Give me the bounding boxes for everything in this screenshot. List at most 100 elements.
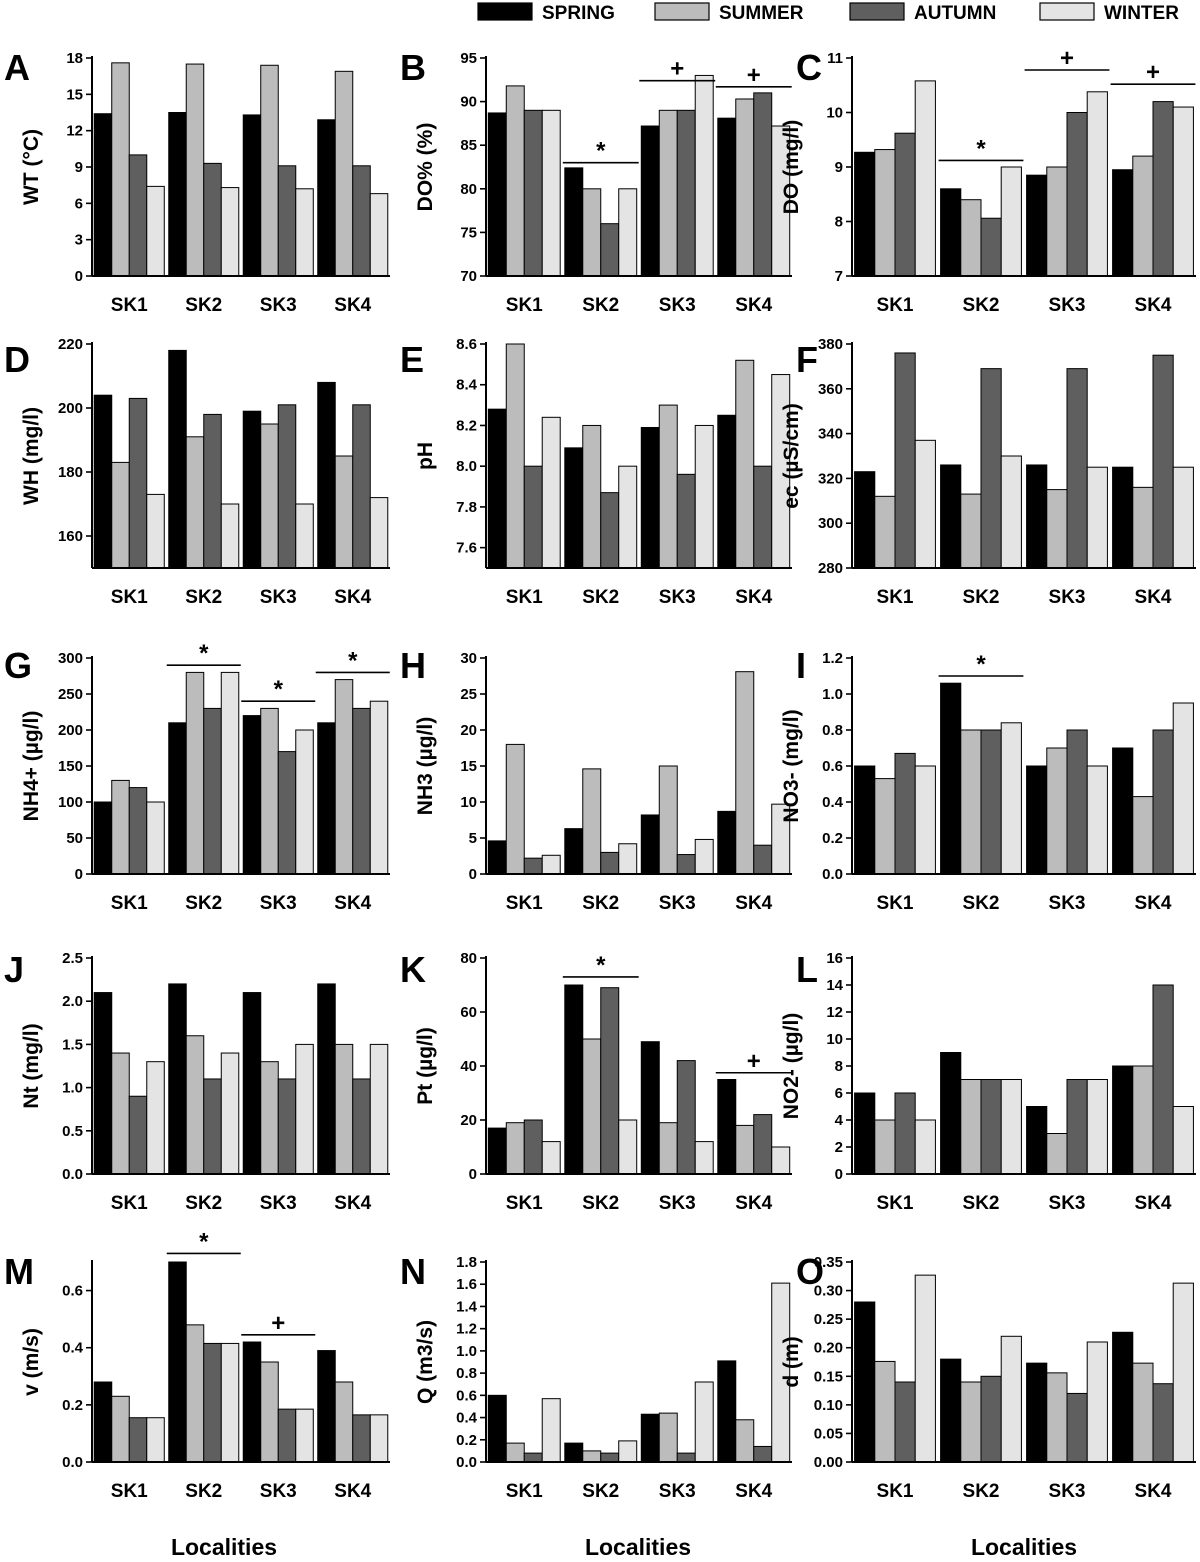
y-tick-label: 25 [460, 686, 477, 703]
bar-summer-sk3 [1046, 166, 1068, 277]
bar-winter-sk4 [1172, 1106, 1194, 1175]
bar-winter-sk3 [694, 74, 714, 277]
x-tick-label: SK1 [506, 295, 543, 316]
bar-winter-sk2 [1000, 1335, 1022, 1463]
bar-winter-sk1 [146, 1061, 165, 1175]
bar-autumn-sk1 [894, 1092, 916, 1175]
bar-spring-sk4 [717, 414, 737, 569]
bar-autumn-sk3 [277, 1408, 297, 1463]
x-tick-label: SK3 [659, 1481, 696, 1502]
y-tick-label: 0.6 [822, 758, 843, 775]
bar-summer-sk3 [260, 1361, 279, 1463]
y-axis-label: ec (µS/cm) [780, 403, 803, 508]
bar-winter-sk3 [295, 188, 314, 277]
bar-summer-sk2 [185, 436, 205, 569]
bar-winter-sk2 [1000, 722, 1022, 875]
legend-label: WINTER [1104, 3, 1179, 24]
x-tick-label: SK1 [111, 1193, 148, 1214]
bar-spring-sk1 [854, 765, 876, 875]
x-tick-label: SK4 [735, 1193, 772, 1214]
x-tick-label: SK3 [260, 893, 297, 914]
y-tick-label: 0.4 [62, 1340, 84, 1357]
bar-autumn-sk1 [523, 109, 543, 277]
bar-autumn-sk3 [1066, 368, 1088, 569]
bar-summer-sk1 [505, 743, 525, 875]
bar-autumn-sk3 [277, 751, 297, 875]
bar-summer-sk1 [874, 778, 896, 875]
y-tick-label: 90 [460, 94, 477, 111]
x-tick-label: SK1 [877, 587, 914, 608]
y-tick-label: 1.2 [822, 650, 843, 667]
bar-summer-sk4 [334, 1043, 354, 1175]
bar-autumn-sk3 [277, 165, 297, 277]
bar-autumn-sk3 [676, 854, 696, 875]
significance-mark: * [274, 676, 284, 703]
y-tick-label: 1.6 [456, 1276, 477, 1293]
bar-summer-sk1 [111, 62, 130, 277]
y-tick-label: 15 [460, 758, 477, 775]
y-tick-label: 12 [66, 123, 83, 140]
bar-spring-sk1 [854, 1301, 876, 1463]
bar-summer-sk2 [582, 188, 602, 277]
bar-spring-sk3 [242, 992, 262, 1175]
x-tick-label: SK1 [877, 893, 914, 914]
y-tick-label: 10 [826, 1031, 843, 1048]
bar-summer-sk1 [111, 461, 130, 569]
y-tick-label: 0.8 [456, 1365, 477, 1382]
bar-spring-sk2 [940, 464, 962, 569]
panel-letter: I [796, 645, 806, 686]
bar-spring-sk2 [940, 1052, 962, 1175]
bar-winter-sk4 [1172, 466, 1194, 569]
bar-spring-sk3 [242, 1341, 262, 1463]
significance-mark: + [747, 1048, 761, 1075]
bar-winter-sk1 [146, 493, 165, 569]
y-tick-label: 8 [835, 1058, 843, 1075]
bar-spring-sk4 [1112, 1065, 1134, 1175]
significance-mark: * [976, 135, 986, 162]
y-tick-label: 12 [826, 1004, 843, 1021]
y-axis-label: d (m) [780, 1336, 803, 1387]
bar-summer-sk3 [260, 64, 279, 277]
bar-autumn-sk2 [203, 162, 222, 277]
x-tick-label: SK2 [582, 893, 619, 914]
bar-autumn-sk4 [352, 404, 371, 569]
legend-swatch [849, 2, 905, 21]
bar-summer-sk4 [1132, 1362, 1154, 1463]
bar-summer-sk1 [874, 1119, 896, 1175]
bar-summer-sk4 [1132, 486, 1154, 569]
y-tick-label: 9 [835, 159, 843, 176]
y-tick-label: 280 [818, 560, 843, 577]
bar-summer-sk2 [582, 768, 602, 875]
bar-autumn-sk3 [1066, 1079, 1088, 1175]
bar-autumn-sk2 [600, 851, 620, 875]
bar-spring-sk2 [168, 112, 187, 277]
bar-winter-sk4 [369, 193, 389, 277]
bar-spring-sk3 [242, 410, 262, 569]
y-tick-label: 250 [58, 686, 83, 703]
bar-spring-sk3 [640, 426, 660, 569]
x-tick-label: SK4 [735, 893, 772, 914]
bar-autumn-sk4 [1152, 729, 1174, 875]
bar-autumn-sk2 [203, 707, 222, 875]
y-tick-label: 0 [75, 866, 83, 883]
y-tick-label: 4 [835, 1112, 844, 1129]
bar-autumn-sk1 [128, 397, 148, 569]
y-tick-label: 6 [75, 195, 83, 212]
bar-winter-sk4 [1172, 702, 1194, 875]
bar-summer-sk3 [260, 423, 279, 569]
y-tick-label: 8.6 [456, 336, 477, 353]
bar-autumn-sk2 [600, 1452, 620, 1463]
x-tick-label: SK4 [1135, 1481, 1172, 1502]
bar-spring-sk4 [717, 117, 737, 277]
x-tick-label: SK4 [735, 587, 772, 608]
y-tick-label: 0.30 [814, 1283, 843, 1300]
y-tick-label: 0.8 [822, 722, 843, 739]
bar-spring-sk2 [168, 983, 187, 1175]
bar-spring-sk1 [854, 471, 876, 569]
y-tick-label: 85 [460, 137, 477, 154]
bar-autumn-sk1 [128, 1095, 148, 1175]
y-tick-label: 1.8 [456, 1254, 477, 1271]
panel-d: D 160 180 200 220 SK1 SK2 SK3 SK4 WH (mg/l) [4, 336, 390, 608]
y-tick-label: 100 [58, 794, 83, 811]
x-tick-label: SK3 [1049, 893, 1086, 914]
